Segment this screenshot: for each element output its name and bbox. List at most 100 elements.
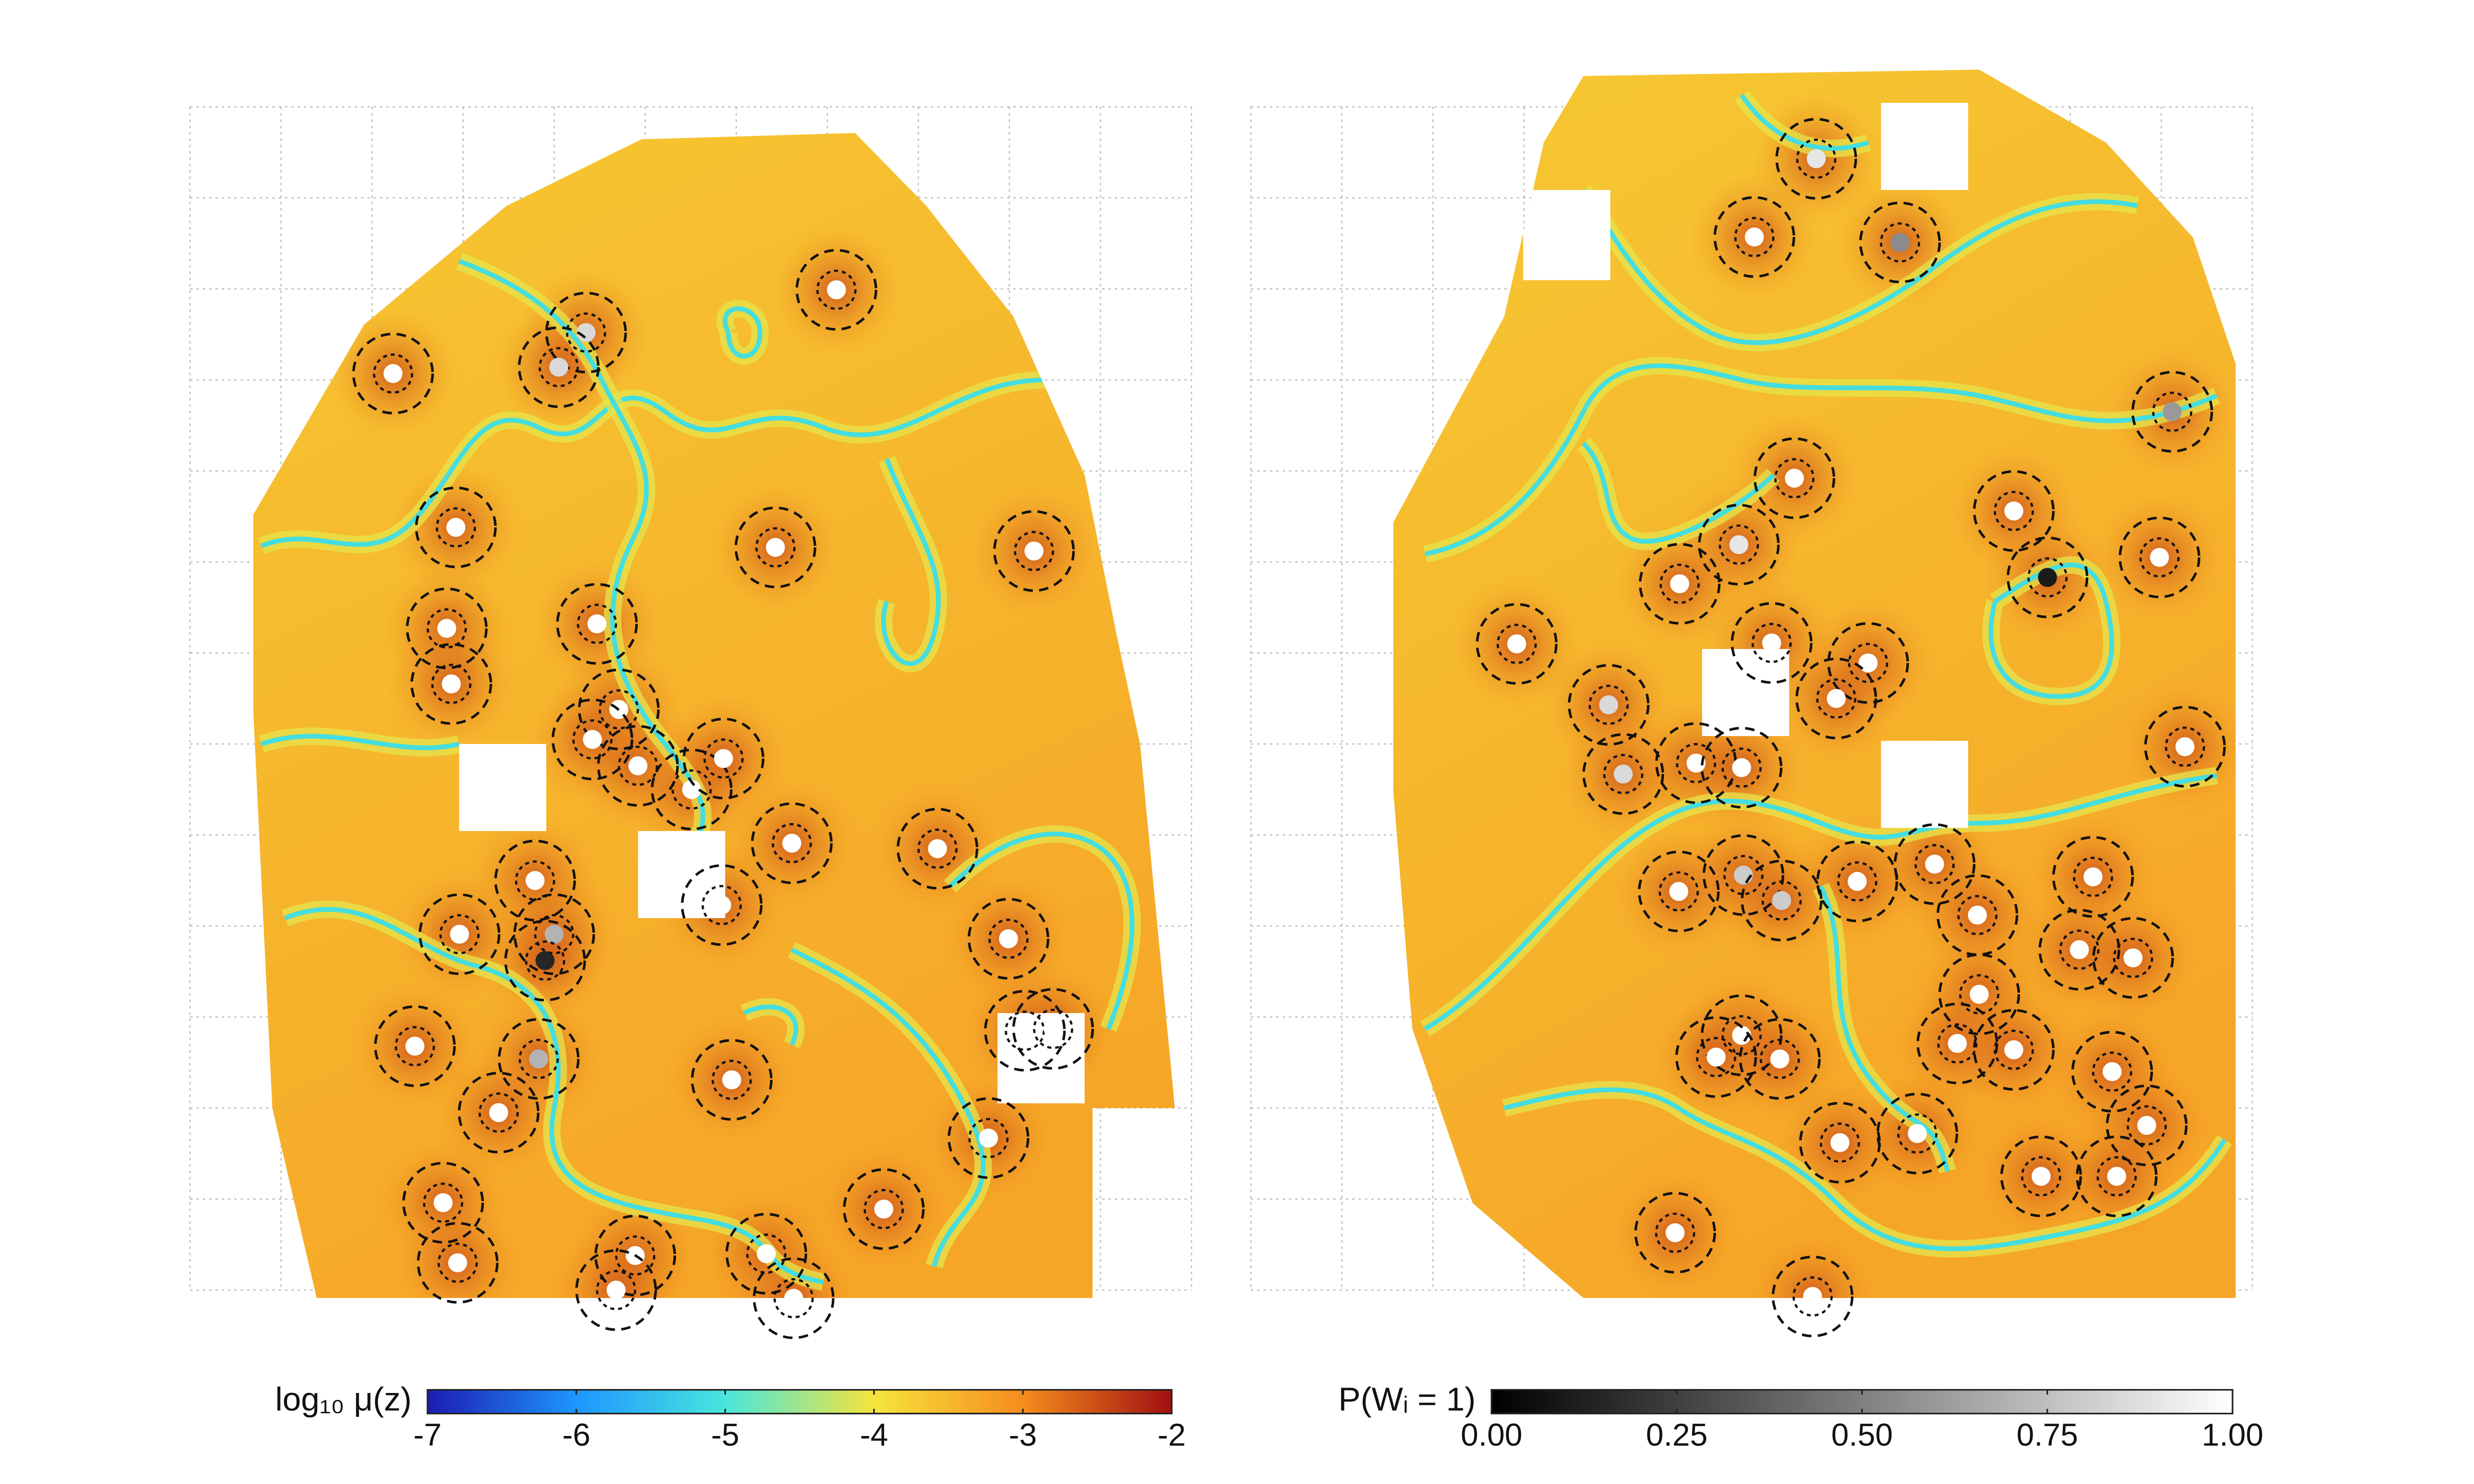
outer-ring: [897, 808, 979, 890]
outer-ring: [551, 698, 633, 781]
inner-ring: [1792, 1276, 1833, 1317]
inner-ring: [1994, 491, 2034, 531]
outer-ring: [651, 748, 733, 831]
isoline: [1581, 188, 2138, 345]
point: [1770, 1049, 1790, 1068]
inner-ring: [1761, 880, 1802, 921]
point: [782, 834, 802, 853]
outer-ring: [1634, 1192, 1716, 1274]
outer-ring: [419, 893, 501, 975]
isolines: [1420, 90, 2232, 1258]
isoline: [284, 907, 824, 1285]
point: [1826, 689, 1846, 708]
inner-ring: [1774, 458, 1815, 499]
outer-ring: [1012, 988, 1094, 1070]
outer-ring: [984, 990, 1066, 1072]
point: [441, 674, 461, 694]
point: [2150, 548, 2169, 567]
point: [489, 1103, 508, 1122]
outer-ring: [1582, 733, 1665, 815]
outer-ring: [753, 1257, 835, 1340]
outer-ring: [1675, 1016, 1757, 1098]
outer-ring: [406, 587, 488, 669]
outer-ring: [556, 583, 638, 665]
point: [535, 951, 555, 971]
outer-ring: [415, 486, 497, 568]
isoline: [1503, 1087, 2227, 1252]
point: [722, 1070, 741, 1090]
isoline: [1988, 562, 2114, 699]
point: [1686, 753, 1706, 773]
outer-ring: [1739, 1018, 1821, 1100]
point: [433, 1193, 453, 1212]
point: [1785, 468, 1804, 488]
inner-ring: [1676, 743, 1716, 784]
outer-ring: [417, 1222, 499, 1304]
colorbar-tick-label: -6: [562, 1417, 590, 1453]
masked-cell: [998, 1013, 1085, 1104]
inner-ring: [773, 1278, 814, 1319]
point: [1024, 541, 1044, 561]
point: [979, 1128, 998, 1148]
inner-ring: [1880, 222, 1920, 263]
inner-ring: [524, 940, 566, 981]
inner-ring: [2073, 857, 2113, 897]
point: [1044, 1019, 1063, 1039]
isoline: [1425, 363, 2218, 556]
inner-ring: [1959, 974, 1999, 1015]
inner-ring: [1796, 139, 1837, 179]
outer-ring: [1973, 470, 2055, 552]
outer-ring: [751, 802, 833, 884]
outer-ring: [2106, 1084, 2188, 1166]
inner-ring: [599, 689, 639, 730]
inner-ring: [1659, 563, 1700, 604]
inner-ring: [373, 353, 413, 394]
point: [1707, 1047, 1726, 1067]
inner-ring: [1837, 861, 1878, 902]
colorbar-fill: [428, 1390, 1172, 1414]
inner-ring: [534, 914, 574, 955]
colorbar-label: P(Wᵢ = 1): [1338, 1381, 1475, 1418]
outer-ring: [967, 898, 1049, 980]
point: [682, 780, 702, 799]
inner-ring: [2165, 726, 2205, 767]
outer-ring: [1795, 657, 1877, 740]
colorbar-label: log₁₀ μ(z): [275, 1381, 412, 1418]
point: [1830, 1133, 1850, 1153]
point: [405, 1036, 425, 1056]
point: [1732, 758, 1751, 778]
inner-ring: [1751, 623, 1792, 663]
inner-ring: [2096, 1156, 2137, 1197]
point: [1807, 149, 1826, 169]
outer-ring: [1702, 834, 1784, 916]
isoline: [1818, 885, 1950, 1172]
point: [1729, 535, 1749, 555]
isoline: [948, 832, 1135, 1030]
point: [1507, 634, 1526, 653]
isoline: [458, 259, 706, 887]
colorbar-tick-label: -4: [860, 1417, 888, 1453]
point: [544, 925, 564, 944]
point: [1745, 227, 1764, 247]
outer-ring: [1701, 727, 1783, 809]
isoline: [881, 458, 941, 666]
outer-ring: [2076, 1135, 2158, 1217]
inner-ring: [863, 1189, 904, 1229]
inner-ring: [917, 828, 958, 869]
outer-ring: [1568, 664, 1650, 746]
point: [1015, 1021, 1035, 1040]
point: [576, 323, 596, 342]
inner-ring: [596, 1270, 636, 1310]
outer-ring: [458, 1071, 540, 1154]
heat-glow: [727, 1232, 860, 1298]
inner-ring: [1588, 685, 1629, 725]
outer-ring: [2038, 909, 2120, 991]
heatmap: [253, 133, 1175, 1298]
point: [1848, 872, 1867, 891]
inner-ring: [576, 603, 618, 644]
outer-ring: [1816, 840, 1898, 923]
point: [2102, 1062, 2122, 1081]
outer-ring: [2000, 1135, 2082, 1217]
point: [2137, 1115, 2156, 1135]
